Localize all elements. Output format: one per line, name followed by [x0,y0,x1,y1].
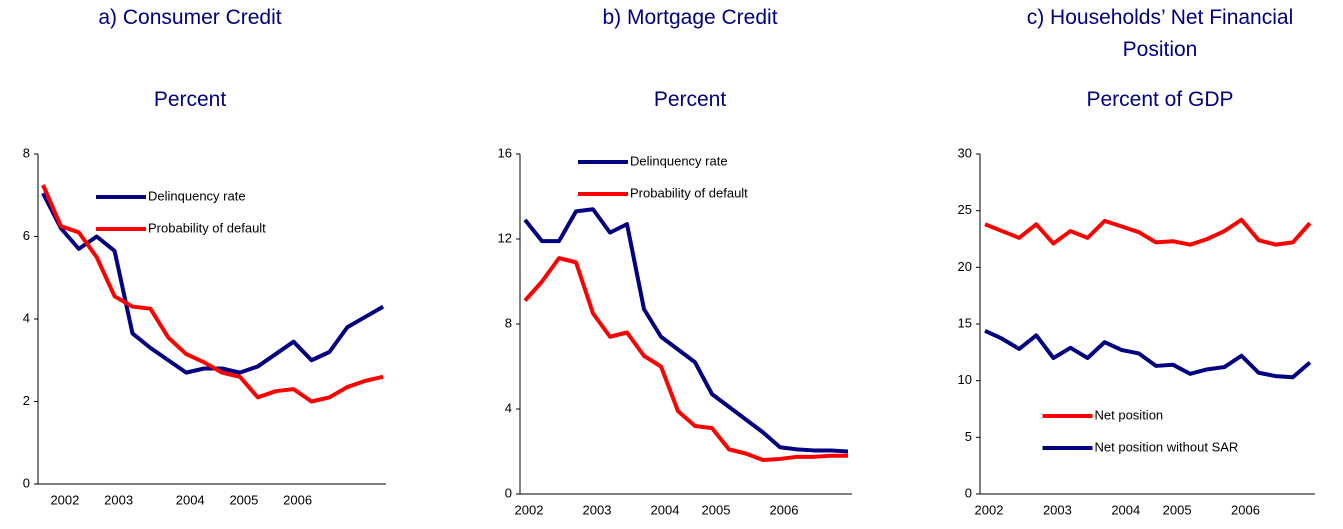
x-tick-label: 2006 [1231,502,1260,517]
x-tick-label: 2004 [651,502,680,517]
y-tick-label: 8 [505,315,512,330]
y-tick-label: 16 [498,145,512,160]
x-tick-label: 2002 [50,492,79,507]
x-tick-label: 2002 [975,502,1004,517]
y-tick-label: 12 [498,230,512,245]
chart-title: a) Consumer Credit [98,6,282,29]
x-tick-label: 2004 [176,492,205,507]
series-line [984,217,1312,247]
x-tick-label: 2002 [515,502,544,517]
y-tick-label: 4 [505,400,512,415]
chart-subtitle: Percent [153,88,227,111]
x-tick-label: 2005 [1163,502,1192,517]
legend-label: Delinquency rate [148,188,246,203]
series-line [41,184,384,404]
y-tick-label: 6 [23,228,30,243]
x-tick-label: 2003 [1043,502,1072,517]
y-tick-label: 2 [23,393,30,408]
y-tick-label: 8 [23,145,30,160]
x-tick-label: 2004 [1111,502,1140,517]
series-line [523,256,848,462]
y-tick-label: 15 [958,315,972,330]
y-tick-label: 0 [965,485,972,500]
x-tick-label: 2006 [283,492,312,507]
legend-label: Probability of default [148,220,266,235]
chart-title: c) Households’ Net Financial Position [1026,6,1294,61]
y-tick-label: 20 [958,259,972,274]
chart-subtitle: Percent [653,88,727,111]
y-tick-label: 10 [958,372,972,387]
chart-title: b) Mortgage Credit [602,6,778,29]
x-tick-label: 2003 [104,492,133,507]
y-tick-label: 25 [958,202,972,217]
series-line [523,207,849,454]
legend-label: Probability of default [630,185,748,200]
x-tick-label: 2005 [702,502,731,517]
y-tick-label: 30 [958,145,972,160]
x-tick-label: 2005 [229,492,258,507]
y-tick-label: 0 [505,485,512,500]
y-tick-label: 0 [23,475,30,490]
series-line [984,328,1312,380]
chart-subtitle: Percent of GDP [1086,88,1234,111]
legend-label: Net position [1095,407,1164,422]
y-tick-label: 5 [965,429,972,444]
x-tick-label: 2006 [770,502,799,517]
legend-label: Net position without SAR [1095,439,1239,454]
legend-label: Delinquency rate [630,153,728,168]
y-tick-label: 4 [23,310,30,325]
x-tick-label: 2003 [583,502,612,517]
